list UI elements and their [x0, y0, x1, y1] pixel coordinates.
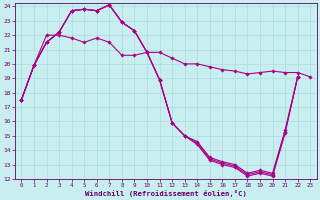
X-axis label: Windchill (Refroidissement éolien,°C): Windchill (Refroidissement éolien,°C)	[85, 190, 247, 197]
